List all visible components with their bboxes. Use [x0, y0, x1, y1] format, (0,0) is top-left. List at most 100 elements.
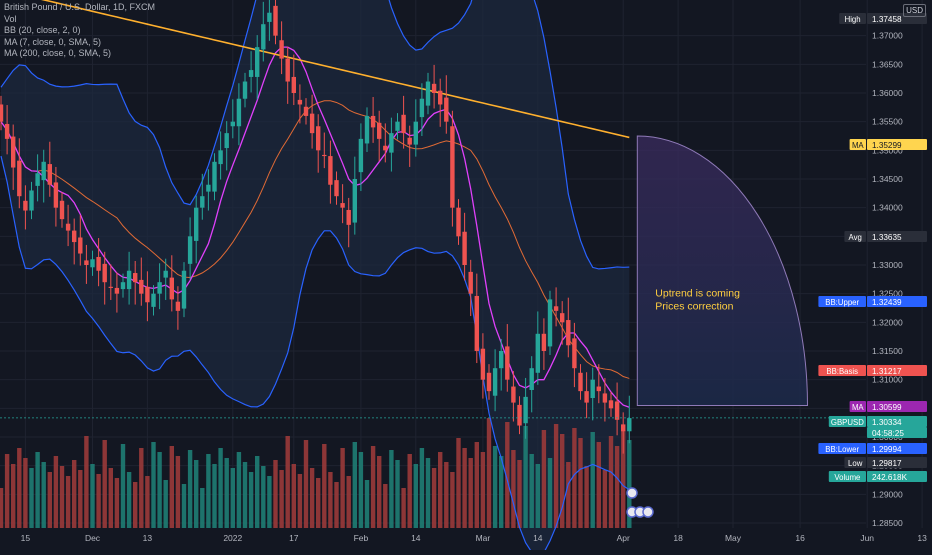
price-label-value: 1.31217: [872, 367, 902, 376]
candle-body: [242, 81, 248, 99]
candle-body: [474, 295, 479, 351]
legend-ma200[interactable]: MA (200, close, 0, SMA, 5): [4, 48, 112, 59]
price-label-name: BB:Upper: [825, 298, 859, 307]
candle-body: [389, 133, 394, 153]
projection-shape[interactable]: [636, 135, 809, 406]
candle-body: [102, 263, 107, 283]
price-label-value: 1.32439: [872, 298, 902, 307]
candle-body: [65, 223, 71, 231]
volume-bar: [377, 456, 382, 528]
volume-bar: [602, 470, 608, 528]
legend-symbol[interactable]: British Pound / U.S. Dollar, 1D, FXCM: [4, 2, 156, 12]
candle-body: [377, 122, 382, 139]
bb-upper-line: [0, 0, 630, 270]
x-tick-label: 14: [533, 533, 543, 543]
volume-bar: [328, 472, 333, 528]
volume-bar: [334, 482, 339, 528]
volume-bar: [200, 488, 205, 528]
annotation-text[interactable]: Prices correction: [655, 301, 733, 313]
price-label-name: MA: [852, 141, 864, 150]
candle-body: [541, 333, 547, 351]
price-label-name-bg: [818, 365, 866, 376]
volume-bar: [163, 480, 168, 528]
legend-vol[interactable]: Vol: [4, 13, 17, 24]
volume-bar: [401, 488, 406, 528]
candle-body: [511, 386, 516, 403]
price-label-value-bg: [867, 416, 927, 427]
price-label-value: 1.37458: [872, 15, 902, 24]
candle-body: [614, 401, 620, 420]
candle-body: [431, 83, 437, 93]
candle-body: [261, 24, 266, 50]
volume-bar: [65, 476, 71, 528]
legend-bb[interactable]: BB (20, close, 2, 0): [4, 25, 81, 36]
candle-body: [584, 391, 589, 403]
candle-body: [96, 256, 101, 271]
price-label-value-bg: [867, 471, 927, 482]
currency-label[interactable]: USD: [903, 4, 926, 17]
volume-bar: [267, 476, 272, 528]
volume-bar: [425, 458, 431, 528]
candle-body: [248, 70, 254, 77]
volume-bar: [273, 460, 278, 528]
x-tick-label: 18: [673, 533, 683, 543]
price-label-name-bg: [839, 13, 866, 24]
volume-bar: [303, 440, 309, 528]
event-flag-icon[interactable]: [626, 487, 638, 499]
price-label-value-bg: [867, 401, 927, 412]
volume-bar: [523, 426, 528, 528]
price-label-name-bg: [849, 401, 866, 412]
candle-body: [23, 200, 28, 211]
candle-body: [145, 286, 150, 303]
x-tick-label: 14: [411, 533, 421, 543]
y-tick-label: 1.32500: [872, 289, 903, 299]
volume-bar: [358, 452, 364, 528]
volume-bar: [468, 458, 473, 528]
event-flag-icon[interactable]: [642, 506, 654, 518]
candle-body: [450, 126, 455, 208]
legend-ma7[interactable]: MA (7, close, 0, SMA, 5): [4, 36, 102, 47]
volume-bar: [560, 434, 565, 528]
candle-body: [297, 99, 303, 105]
volume-bar: [346, 476, 351, 528]
price-label-name: High: [845, 15, 861, 24]
price-label-name-bg: [828, 416, 866, 427]
candle-body: [590, 379, 595, 399]
volume-bar: [438, 452, 443, 528]
y-tick-label: 1.33000: [872, 260, 903, 270]
candle-body: [383, 145, 388, 151]
candle-body: [200, 196, 205, 208]
price-label-value-bg: [867, 457, 927, 468]
volume-bar: [621, 430, 626, 528]
y-tick-label: 1.36000: [872, 88, 903, 98]
volume-bar: [370, 446, 376, 528]
candle-body: [444, 97, 449, 122]
bb-lower-line: [0, 155, 630, 555]
y-tick-label: 1.34000: [872, 203, 903, 213]
y-tick-label: 1.36500: [872, 59, 903, 69]
candle-body: [627, 418, 632, 432]
volume-bar: [11, 464, 16, 528]
volume-bar: [322, 444, 327, 528]
x-tick-label: 2022: [223, 533, 242, 543]
candle-body: [120, 282, 126, 290]
volume-bar: [505, 422, 510, 528]
candle-body: [578, 372, 583, 392]
volume-bar: [456, 438, 461, 528]
candle-body: [72, 230, 77, 243]
candle-body: [547, 299, 553, 347]
annotation-text[interactable]: Uptrend is coming: [655, 288, 740, 300]
price-label-name: BB:Lower: [825, 445, 859, 454]
candle-body: [517, 404, 522, 426]
price-label-name: Avg: [849, 233, 862, 242]
candle-body: [407, 137, 412, 145]
volume-bar: [279, 470, 284, 528]
chart-legend: British Pound / U.S. Dollar, 1D, FXCM Vo…: [4, 2, 155, 60]
candle-body: [523, 396, 528, 424]
candle-body: [11, 136, 16, 168]
volume-bar: [389, 450, 394, 528]
volume-bar: [224, 458, 229, 528]
candle-body: [17, 160, 22, 197]
